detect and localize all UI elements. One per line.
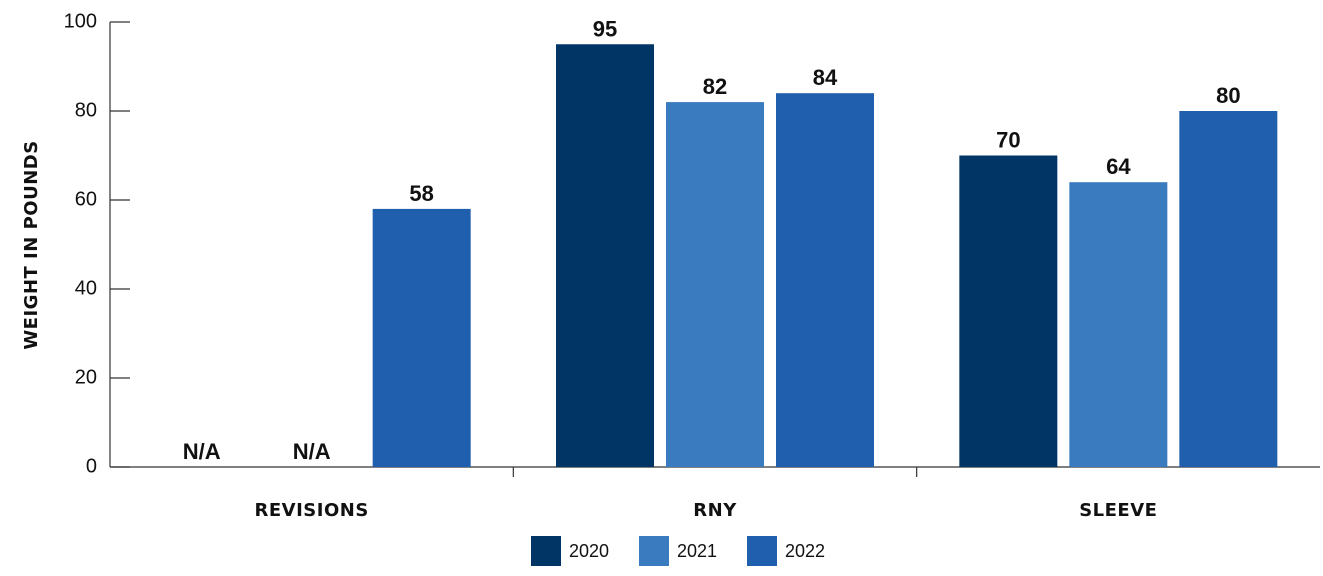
value-label: 95: [593, 16, 617, 41]
value-label: 58: [409, 181, 433, 206]
bar-2020-rny: [556, 44, 654, 467]
y-axis-label: WEIGHT IN POUNDS: [21, 140, 42, 349]
value-label: 64: [1106, 154, 1131, 179]
legend-swatch-2020: [531, 536, 561, 566]
value-label: 80: [1216, 83, 1240, 108]
value-label-na: N/A: [183, 439, 221, 464]
x-category-label: RNY: [693, 500, 737, 521]
y-tick-label: 100: [64, 10, 97, 32]
legend-swatch-2021: [639, 536, 669, 566]
y-axis: 0 20 40 60 80 100: [64, 10, 130, 477]
bar-2022-sleeve: [1179, 111, 1278, 467]
bar-2021-rny: [666, 102, 764, 467]
bar-2021-sleeve: [1069, 182, 1168, 467]
value-label: 84: [813, 65, 838, 90]
x-category-label: REVISIONS: [255, 500, 369, 521]
bar-2022-rny: [776, 93, 874, 467]
legend-label-2020: 2020: [569, 541, 609, 561]
bar-2020-sleeve: [959, 155, 1058, 467]
bar-2022-revisions: [372, 208, 471, 467]
value-label: 70: [996, 128, 1020, 153]
legend-swatch-2022: [747, 536, 777, 566]
value-label-na: N/A: [293, 439, 331, 464]
legend-label-2021: 2021: [677, 541, 717, 561]
y-tick-label: 20: [75, 366, 97, 388]
y-tick-label: 80: [75, 99, 97, 121]
value-label: 82: [703, 74, 727, 99]
legend: 2020 2021 2022: [531, 536, 825, 566]
y-tick-label: 60: [75, 188, 97, 210]
legend-label-2022: 2022: [785, 541, 825, 561]
x-category-label: SLEEVE: [1079, 500, 1157, 521]
y-tick-label: 0: [86, 455, 97, 477]
bars: N/A N/A 58 95 82 84 70 64 80: [183, 16, 1278, 467]
x-axis: REVISIONS RNY SLEEVE: [110, 466, 1320, 521]
y-tick-label: 40: [75, 277, 97, 299]
